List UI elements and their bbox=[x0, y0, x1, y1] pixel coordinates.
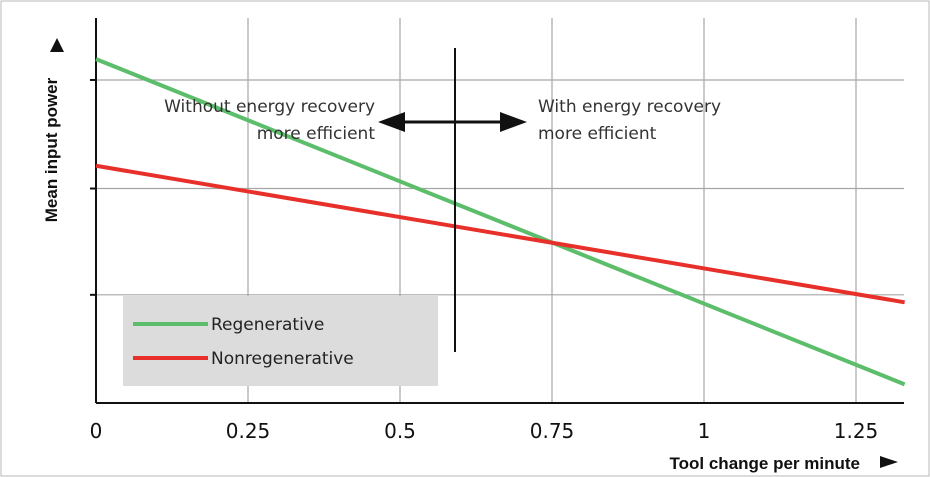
x-tick-label-5: 1.25 bbox=[834, 419, 879, 443]
legend-label-regenerative: Regenerative bbox=[211, 315, 324, 335]
x-tick-label-3: 0.75 bbox=[530, 419, 575, 443]
annotation-right-line-1: With energy recovery bbox=[538, 97, 721, 117]
grid bbox=[90, 18, 904, 403]
x-tick-label-1: 0.25 bbox=[226, 419, 271, 443]
arrow-right-head bbox=[500, 112, 527, 132]
x-tick-label-2: 0.5 bbox=[384, 419, 416, 443]
x-axis-title-arrow bbox=[880, 456, 898, 468]
annotation-right-line-2: more efficient bbox=[538, 124, 657, 144]
y-axis-title: Mean input power bbox=[42, 77, 61, 222]
x-tick-label-4: 1 bbox=[698, 419, 711, 443]
x-axis-title: Tool change per minute bbox=[670, 454, 860, 473]
annotation-left-line-2: more efficient bbox=[257, 124, 376, 144]
series-line-nonregenerative bbox=[95, 163, 905, 305]
series-line-regenerative bbox=[95, 57, 906, 387]
legend-box bbox=[123, 296, 438, 386]
legend-label-nonregenerative: Nonregenerative bbox=[211, 349, 354, 369]
series-lines bbox=[95, 57, 906, 387]
x-tick-labels: 0 0.25 0.5 0.75 1 1.25 bbox=[90, 419, 879, 443]
annotation-left-line-1: Without energy recovery bbox=[164, 97, 375, 117]
arrow-left-head bbox=[378, 112, 405, 132]
x-tick-label-0: 0 bbox=[90, 419, 103, 443]
y-axis-title-arrow bbox=[50, 38, 64, 52]
